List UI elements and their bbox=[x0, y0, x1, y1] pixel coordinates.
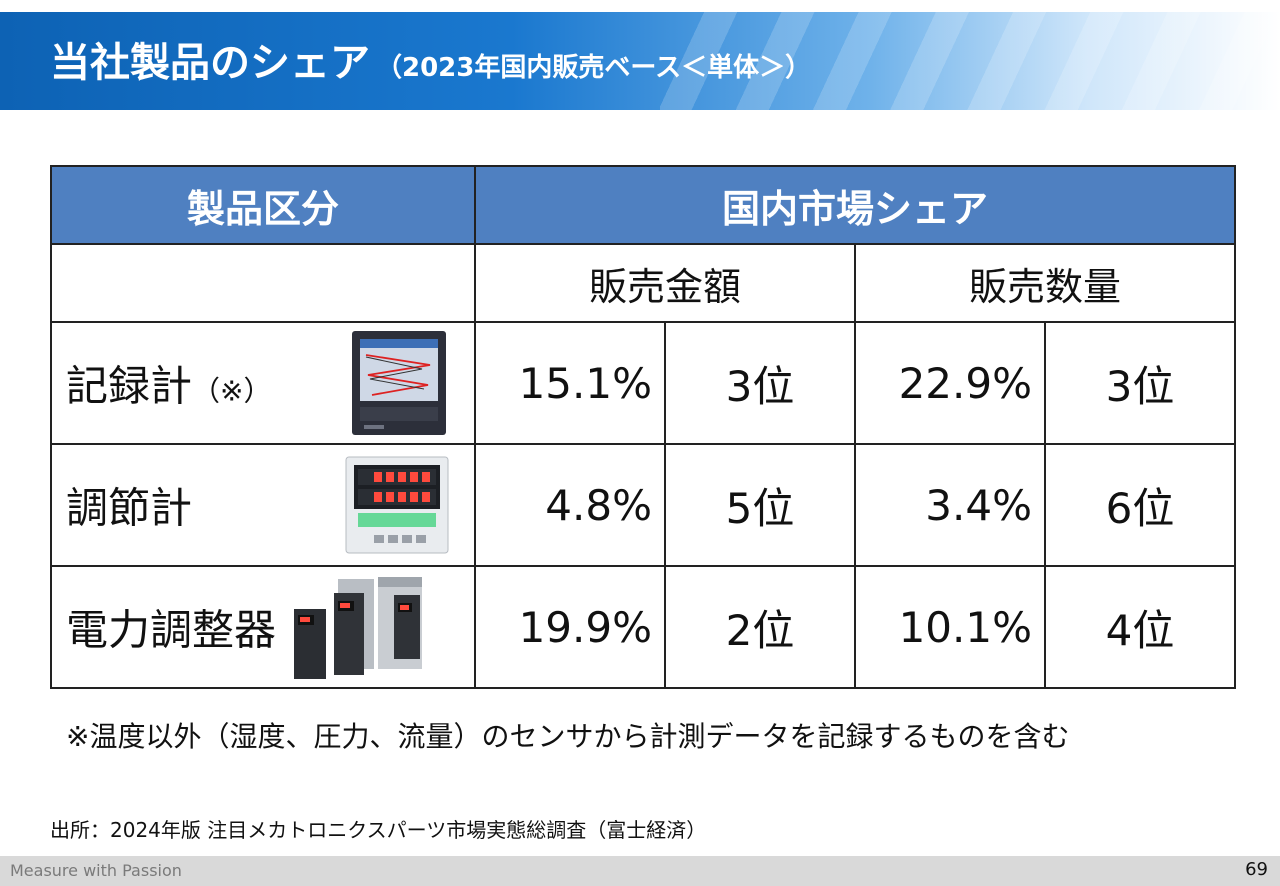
title-stripes bbox=[660, 12, 1280, 110]
volume-share: 10.1% bbox=[854, 565, 1046, 689]
volume-share: 3.4% bbox=[854, 443, 1046, 567]
product-name: 記録計（※） bbox=[66, 361, 272, 411]
amount-share: 19.9% bbox=[474, 565, 666, 689]
amount-share: 15.1% bbox=[474, 321, 666, 445]
recorder-image bbox=[352, 331, 446, 435]
table-header-row: 製品区分 国内市場シェア bbox=[50, 165, 1237, 245]
subheader-sales-amount: 販売金額 bbox=[474, 243, 856, 323]
table-subheader-row: 販売金額 販売数量 bbox=[50, 243, 1237, 323]
volume-rank: 3位 bbox=[1043, 321, 1237, 445]
product-note: （※） bbox=[192, 374, 272, 408]
controller-image bbox=[345, 456, 449, 554]
amount-rank: 3位 bbox=[664, 321, 856, 445]
power-regulator-image bbox=[294, 577, 422, 679]
amount-share: 4.8% bbox=[474, 443, 666, 567]
product-name: 調節計 bbox=[66, 483, 193, 533]
title-main: 当社製品のシェア bbox=[50, 40, 370, 86]
table-row: 電力調整器 19.9% 2位 10.1% 4位 bbox=[50, 565, 1237, 689]
volume-rank: 6位 bbox=[1043, 443, 1237, 567]
source-citation: 出所：2024年版 注目メカトロニクスパーツ市場実態総調査（富士経済） bbox=[50, 818, 707, 842]
market-share-table: 製品区分 国内市場シェア 販売金額 販売数量 記録計（※） 15.1% 3位 2… bbox=[50, 165, 1237, 689]
volume-rank: 4位 bbox=[1043, 565, 1237, 689]
product-cell: 記録計（※） bbox=[50, 321, 476, 445]
table-row: 調節計 4.8% 5位 3.4% 6位 bbox=[50, 443, 1237, 567]
title-bar: 当社製品のシェア （2023年国内販売ベース＜単体＞） bbox=[0, 12, 1280, 110]
amount-rank: 2位 bbox=[664, 565, 856, 689]
product-name: 電力調整器 bbox=[66, 605, 277, 655]
footer-tagline: Measure with Passion bbox=[10, 861, 182, 880]
footnote: ※温度以外（湿度、圧力、流量）のセンサから計測データを記録するものを含む bbox=[66, 720, 1070, 753]
subheader-sales-volume: 販売数量 bbox=[853, 243, 1237, 323]
volume-share: 22.9% bbox=[854, 321, 1046, 445]
page-number: 69 bbox=[1245, 859, 1268, 880]
amount-rank: 5位 bbox=[664, 443, 856, 567]
page-title: 当社製品のシェア （2023年国内販売ベース＜単体＞） bbox=[50, 30, 811, 88]
header-product: 製品区分 bbox=[50, 165, 476, 245]
subheader-empty bbox=[50, 243, 476, 323]
table-row: 記録計（※） 15.1% 3位 22.9% 3位 bbox=[50, 321, 1237, 445]
title-subtitle: （2023年国内販売ベース＜単体＞） bbox=[376, 53, 812, 83]
product-cell: 調節計 bbox=[50, 443, 476, 567]
header-share: 国内市場シェア bbox=[473, 165, 1237, 245]
footer-bar: Measure with Passion 69 bbox=[0, 856, 1280, 886]
product-cell: 電力調整器 bbox=[50, 565, 476, 689]
